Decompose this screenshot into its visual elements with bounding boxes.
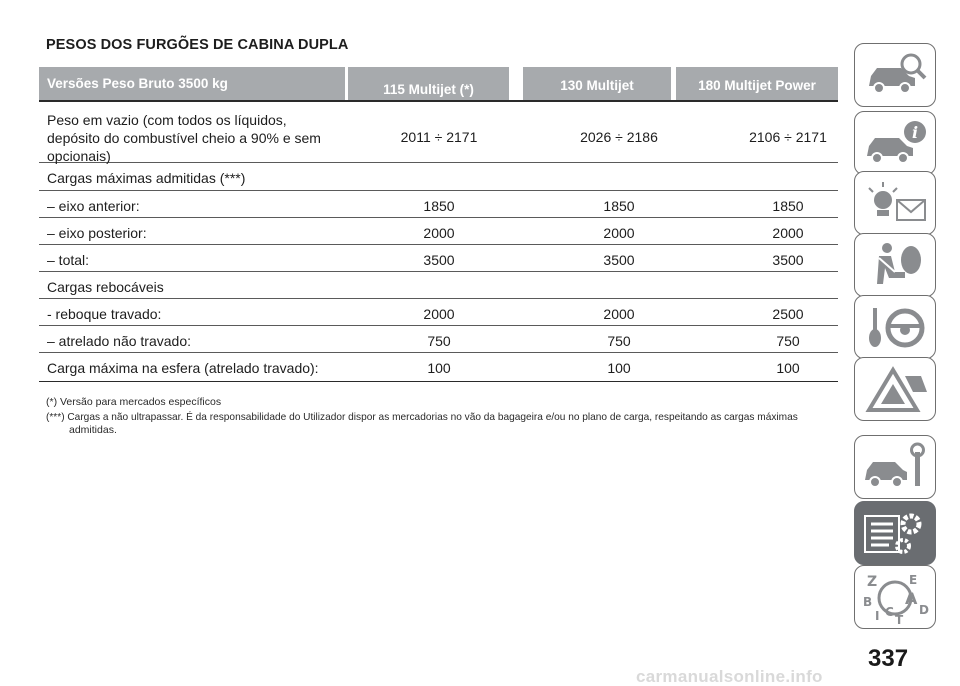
row-label: Carga máxima na esfera (atrelado travado… xyxy=(47,360,319,376)
footnote: (***) Cargas a não ultrapassar. É da res… xyxy=(46,411,816,437)
svg-text:T: T xyxy=(895,613,904,624)
table-row: Peso em vazio (com todos os líquidos, de… xyxy=(39,101,838,165)
cell-value: 1850 xyxy=(772,198,804,214)
cell-value: 2000 xyxy=(772,225,804,241)
tab-maintenance[interactable] xyxy=(854,435,936,499)
cell-value: 2011 ÷ 2171 xyxy=(400,129,478,145)
table-row: - reboque travado: 2000 2000 2500 xyxy=(39,299,838,326)
tab-index[interactable]: Z E B A I C T D xyxy=(854,565,936,629)
cell-value: 100 xyxy=(776,360,800,376)
footnote-line: admitidas. xyxy=(69,424,117,436)
row-label: Peso em vazio (com todos os líquidos, de… xyxy=(47,111,321,165)
row-label: – total: xyxy=(47,252,90,268)
row-label-line: opcionais) xyxy=(47,148,111,164)
cell-value: 2000 xyxy=(603,306,635,322)
car-search-icon xyxy=(869,53,927,94)
table-row: Cargas máximas admitidas (***) xyxy=(39,163,838,191)
cell-value: 3500 xyxy=(603,252,635,268)
cell-value: 2000 xyxy=(423,306,455,322)
warning-triangle-emergency-icon xyxy=(865,366,927,412)
tab-starting-driving[interactable] xyxy=(854,295,936,359)
row-label: Cargas rebocáveis xyxy=(47,279,164,295)
table-row: – eixo posterior: 2000 2000 2000 xyxy=(39,218,838,245)
row-label: Cargas máximas admitidas (***) xyxy=(47,170,246,186)
car-info-icon: i xyxy=(867,121,926,164)
cell-value: 750 xyxy=(776,333,800,349)
cell-value: 750 xyxy=(427,333,451,349)
tab-car-search[interactable] xyxy=(854,43,936,107)
row-label: – atrelado não travado: xyxy=(47,333,191,349)
table-header: Versões Peso Bruto 3500 kg 115 Multijet … xyxy=(39,67,838,100)
row-label: - reboque travado: xyxy=(47,306,162,322)
svg-text:B: B xyxy=(863,595,872,609)
header-cell-130-multijet: 130 Multijet xyxy=(523,67,671,100)
weights-table: Peso em vazio (com todos os líquidos, de… xyxy=(39,101,838,382)
cell-value: 3500 xyxy=(772,252,804,268)
table-row: Cargas rebocáveis xyxy=(39,272,838,299)
warning-light-message-icon xyxy=(868,182,926,221)
footnotes: (*) Versão para mercados específicos (**… xyxy=(46,396,816,437)
tab-technical-data[interactable] xyxy=(854,501,936,565)
car-maintenance-icon xyxy=(865,442,925,488)
table-row: Carga máxima na esfera (atrelado travado… xyxy=(39,353,838,382)
svg-text:Z: Z xyxy=(867,574,877,590)
table-row: – eixo anterior: 1850 1850 1850 xyxy=(39,191,838,218)
watermark: carmanualsonline.info xyxy=(636,667,823,686)
cell-value: 750 xyxy=(607,333,631,349)
alphabetical-index-icon: Z E B A I C T D xyxy=(863,573,929,624)
tab-emergency[interactable] xyxy=(854,357,936,421)
table-row: – atrelado não travado: 750 750 750 xyxy=(39,326,838,353)
header-label-130-multijet: 130 Multijet xyxy=(560,78,634,93)
header-label-versions: Versões Peso Bruto 3500 kg xyxy=(47,76,228,91)
svg-text:i: i xyxy=(912,123,918,142)
svg-text:D: D xyxy=(919,603,929,617)
svg-text:C: C xyxy=(885,605,894,619)
page-title: PESOS DOS FURGÕES DE CABINA DUPLA xyxy=(46,37,349,53)
svg-text:A: A xyxy=(905,589,918,608)
svg-text:I: I xyxy=(875,609,879,623)
technical-data-icon xyxy=(864,513,922,554)
header-cell-versions: Versões Peso Bruto 3500 kg xyxy=(39,67,345,100)
header-label-115-multijet: 115 Multijet (*) xyxy=(383,82,474,97)
page-number: 337 xyxy=(868,645,909,672)
cell-value: 100 xyxy=(607,360,631,376)
seatbelt-airbag-icon xyxy=(877,243,921,284)
tab-warning-lights[interactable] xyxy=(854,171,936,235)
footnote-line: (***) Cargas a não ultrapassar. É da res… xyxy=(46,411,798,423)
tab-safety[interactable] xyxy=(854,233,936,297)
svg-text:E: E xyxy=(909,573,917,587)
cell-value: 2500 xyxy=(772,306,804,322)
header-cell-180-multijet-power: 180 Multijet Power xyxy=(676,67,838,100)
row-label: – eixo anterior: xyxy=(47,198,140,214)
cell-value: 1850 xyxy=(603,198,635,214)
cell-value: 1850 xyxy=(423,198,455,214)
footnote: (*) Versão para mercados específicos xyxy=(46,396,222,408)
row-label-line: Peso em vazio (com todos os líquidos, xyxy=(47,112,287,128)
header-cell-115-multijet: 115 Multijet (*) xyxy=(348,67,509,100)
header-divider xyxy=(39,100,838,102)
row-label: – eixo posterior: xyxy=(47,225,147,241)
key-steering-wheel-icon xyxy=(869,308,925,348)
row-label-line: depósito do combustível cheio a 90% e se… xyxy=(47,130,321,146)
cell-value: 100 xyxy=(427,360,451,376)
table-row: – total: 3500 3500 3500 xyxy=(39,245,838,272)
cell-value: 3500 xyxy=(423,252,455,268)
tab-car-info[interactable]: i xyxy=(854,111,936,175)
cell-value: 2026 ÷ 2186 xyxy=(580,129,658,145)
cell-value: 2000 xyxy=(423,225,455,241)
cell-value: 2106 ÷ 2171 xyxy=(749,129,827,145)
cell-value: 2000 xyxy=(603,225,635,241)
header-label-180-multijet-power: 180 Multijet Power xyxy=(698,78,816,93)
